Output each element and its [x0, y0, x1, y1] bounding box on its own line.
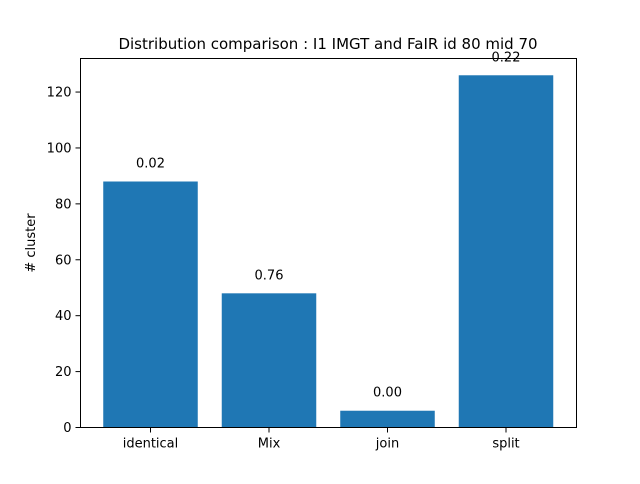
x-tick-label: split: [492, 437, 519, 452]
bars-layer: [103, 75, 554, 428]
y-tick-label: 0: [63, 421, 71, 436]
y-tick-label: 20: [55, 365, 72, 380]
plot-frame: [80, 58, 577, 428]
y-tick-label: 100: [47, 141, 72, 156]
x-tick-label: Mix: [258, 437, 281, 452]
y-axis: 0 20 40 60 80 100 120: [47, 86, 81, 436]
chart-title: Distribution comparison : I1 IMGT and Fa…: [118, 35, 537, 53]
bar-value-label: 0.02: [136, 157, 165, 172]
bar-join: [340, 410, 435, 428]
x-axis: identical Mix join split: [123, 427, 520, 452]
x-tick-label: identical: [123, 437, 179, 452]
y-axis-label: # cluster: [24, 213, 39, 273]
bar-value-label: 0.22: [492, 50, 521, 65]
y-tick-label: 80: [55, 197, 72, 212]
bar-mix: [221, 293, 317, 428]
bar-value-label: 0.76: [255, 268, 284, 283]
y-tick-label: 60: [55, 253, 72, 268]
bar-value-label: 0.00: [373, 386, 402, 401]
bar-identical: [103, 181, 198, 428]
y-tick-label: 120: [47, 86, 72, 101]
x-tick-label: join: [375, 437, 399, 452]
y-tick-label: 40: [55, 309, 72, 324]
bar-split: [458, 75, 554, 428]
bar-labels-layer: 0.02 0.76 0.00 0.22: [136, 50, 520, 400]
